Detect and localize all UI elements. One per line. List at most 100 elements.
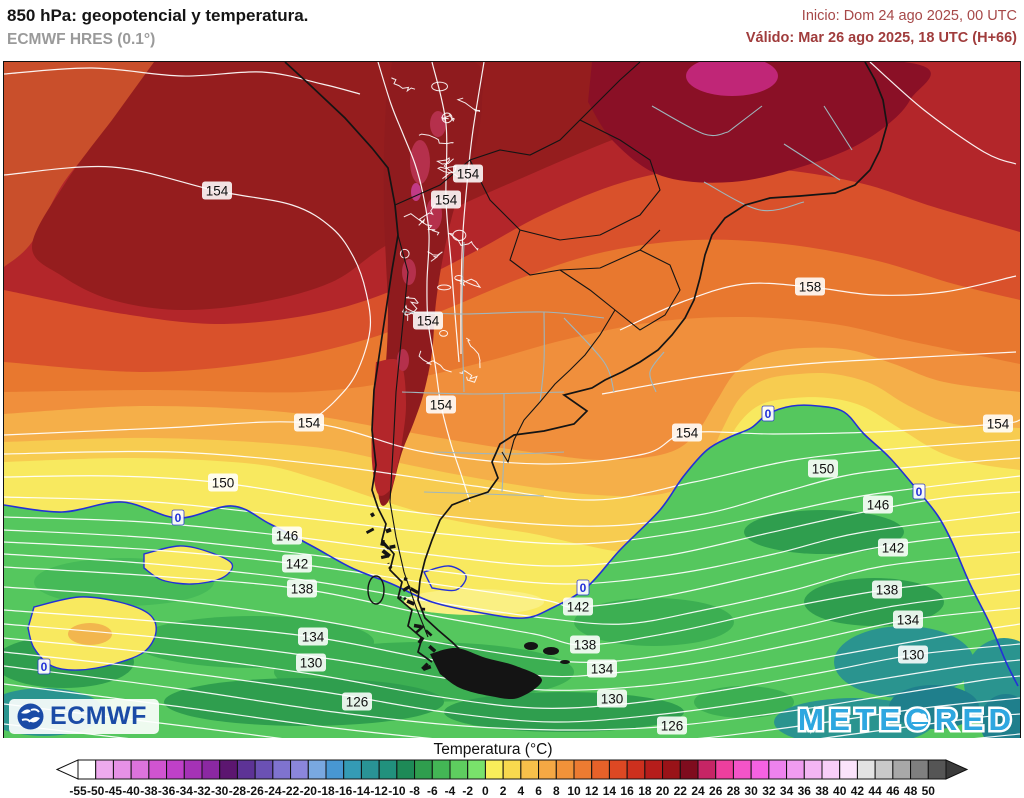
colorbar-tick-label: -38: [140, 784, 158, 798]
svg-text:138: 138: [574, 638, 597, 653]
colorbar-cell: [343, 759, 362, 780]
colorbar-tick-label: 6: [535, 784, 542, 798]
colorbar-cell: [148, 759, 168, 780]
weather-map-canvas: 154 154 154 154 154 154 154 154 158 150 150 146 146 1…: [4, 62, 1020, 738]
zero-isotherm-label: 0: [171, 509, 185, 526]
colorbar-tick-label: -26: [246, 784, 264, 798]
colorbar-cell: [77, 759, 97, 780]
colorbar-tick-label: 8: [553, 784, 560, 798]
colorbar-cell: [290, 759, 309, 780]
colorbar-cell: [183, 759, 203, 780]
colorbar-tick-label: 18: [638, 784, 652, 798]
colorbar-cell: [130, 759, 150, 780]
colorbar-cell: [555, 759, 575, 780]
colorbar-cell: [892, 759, 912, 780]
colorbar-tick-label: -4: [445, 784, 456, 798]
zero-isotherm-label: 0: [37, 658, 51, 675]
colorbar-tick-label: -20: [300, 784, 318, 798]
svg-text:130: 130: [902, 648, 925, 663]
contour-label: 154: [413, 311, 443, 330]
colorbar-cell: [591, 759, 610, 780]
colorbar-tick-label: -6: [427, 784, 438, 798]
colorbar-tick-label: 4: [518, 784, 525, 798]
colorbar-cell: [378, 759, 398, 780]
colorbar-cell: [644, 759, 664, 780]
colorbar-cell: [839, 759, 858, 780]
colorbar-tick-label: 40: [833, 784, 847, 798]
colorbar-cell: [95, 759, 114, 780]
contour-label: 130: [597, 689, 627, 708]
colorbar-cell: [254, 759, 274, 780]
colorbar-cell: [715, 759, 734, 780]
contour-label: 142: [282, 554, 312, 573]
colorbar-tick-label: 10: [567, 784, 581, 798]
colorbar-tick-label: -16: [335, 784, 353, 798]
svg-text:154: 154: [298, 416, 321, 431]
contour-label: 150: [208, 473, 238, 492]
colorbar-cell: [484, 759, 504, 780]
contour-label: 138: [872, 580, 902, 599]
colorbar-cell: [626, 759, 646, 780]
svg-text:154: 154: [206, 184, 229, 199]
valid-time-label: Válido: Mar 26 ago 2025, 18 UTC (H+66): [745, 30, 1017, 46]
contour-label: 150: [808, 459, 838, 478]
colorbar-cell: [449, 759, 469, 780]
meteored-logo: METEORED METEORED: [796, 700, 1014, 738]
svg-text:154: 154: [987, 417, 1010, 432]
svg-text:138: 138: [876, 583, 899, 598]
svg-text:150: 150: [812, 462, 835, 477]
contour-label: 154: [426, 395, 456, 414]
colorbar-tick-label: -34: [176, 784, 194, 798]
contour-label: 154: [294, 413, 324, 432]
svg-text:142: 142: [286, 557, 309, 572]
svg-text:154: 154: [435, 193, 458, 208]
colorbar-cell: [236, 759, 256, 780]
colorbar: Temperatura (°C) -55 -50 -45 -40 -38 -36 -34 -3…: [55, 741, 969, 798]
contour-label: 158: [795, 277, 825, 296]
colorbar-tick-label: -28: [229, 784, 247, 798]
meteored-logo-svg: METEORED METEORED: [796, 700, 1014, 738]
contour-label: 134: [893, 610, 923, 629]
colorbar-cell: [112, 759, 132, 780]
svg-text:126: 126: [346, 695, 369, 710]
colorbar-tick-label: -10: [388, 784, 406, 798]
colorbar-cell: [431, 759, 451, 780]
colorbar-tick-label: -45: [105, 784, 123, 798]
zero-isotherm-label: 0: [912, 483, 926, 500]
svg-text:126: 126: [661, 719, 684, 734]
colorbar-cell: [166, 759, 185, 780]
colorbar-tick-label: 20: [656, 784, 670, 798]
colorbar-tick-label: -8: [409, 784, 420, 798]
colorbar-cell: [768, 759, 788, 780]
colorbar-tick-label: 36: [798, 784, 812, 798]
colorbar-tick-label: -36: [158, 784, 176, 798]
colorbar-cell: [201, 759, 221, 780]
colorbar-cell: [467, 759, 486, 780]
svg-text:154: 154: [676, 426, 699, 441]
colorbar-cell: [750, 759, 770, 780]
colorbar-tick-label: 30: [744, 784, 758, 798]
colorbar-tick-label: 28: [727, 784, 741, 798]
svg-text:0: 0: [175, 511, 182, 525]
colorbar-cell: [697, 759, 717, 780]
colorbar-tick-label: 14: [603, 784, 617, 798]
colorbar-tick-label: -30: [211, 784, 229, 798]
contour-label: 126: [342, 692, 372, 711]
colorbar-tick-label: 38: [815, 784, 829, 798]
colorbar-cell: [307, 759, 327, 780]
colorbar-cell: [502, 759, 522, 780]
svg-text:138: 138: [291, 582, 314, 597]
contour-label: 154: [431, 190, 461, 209]
colorbar-tick-label: 34: [780, 784, 794, 798]
colorbar-cell: [608, 759, 628, 780]
colorbar-tick-label: 48: [904, 784, 918, 798]
svg-text:150: 150: [212, 476, 235, 491]
contour-labels: 154 154 154 154 154 154 154 154 158 150 150 146 146 1…: [37, 164, 1013, 735]
svg-text:146: 146: [867, 498, 890, 513]
model-subtitle: ECMWF HRES (0.1°): [7, 31, 156, 48]
svg-text:130: 130: [601, 692, 624, 707]
colorbar-cell: [538, 759, 557, 780]
svg-text:134: 134: [302, 630, 325, 645]
colorbar-cell: [520, 759, 540, 780]
